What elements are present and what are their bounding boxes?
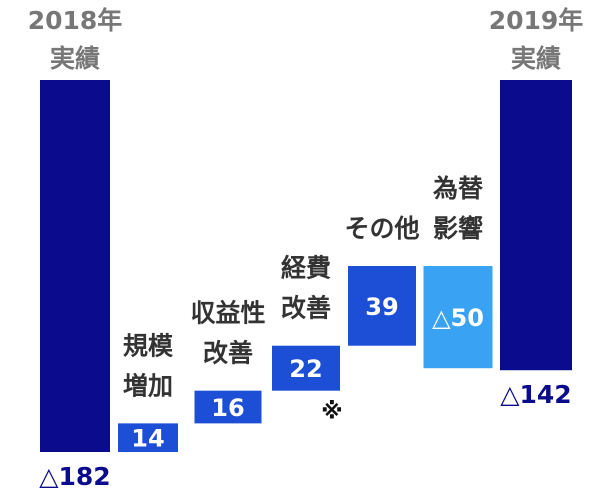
category-label: 収益性改善: [190, 299, 265, 368]
category-label: 2018年実績: [28, 6, 123, 73]
value-label: 22: [289, 355, 322, 383]
category-label: その他: [344, 214, 419, 243]
category-label: 規模増加: [123, 331, 174, 400]
category-label: 2019年実績: [489, 6, 584, 73]
bar: [194, 390, 262, 424]
bar: [423, 266, 493, 369]
category-label: 為替影響: [433, 174, 483, 243]
value-label: △142: [500, 380, 571, 409]
value-label: 14: [131, 425, 164, 453]
value-label: △50: [432, 304, 484, 332]
value-label: 16: [211, 394, 244, 422]
bar: [40, 80, 110, 452]
bar: [118, 423, 178, 452]
category-label: 経費改善: [281, 254, 331, 323]
bar: [500, 80, 572, 371]
value-label: △182: [39, 462, 110, 491]
annotation: ※: [321, 400, 342, 425]
bar: [348, 266, 416, 346]
bar: [272, 345, 340, 391]
value-label: 39: [365, 293, 398, 321]
